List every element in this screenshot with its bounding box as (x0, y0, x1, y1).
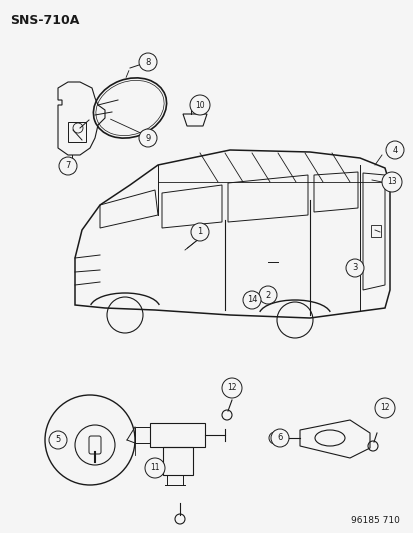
Circle shape (385, 141, 403, 159)
Text: 8: 8 (145, 58, 150, 67)
Circle shape (345, 259, 363, 277)
Circle shape (139, 129, 157, 147)
Circle shape (49, 431, 67, 449)
Circle shape (221, 378, 242, 398)
Circle shape (190, 95, 209, 115)
Text: 96185 710: 96185 710 (350, 516, 399, 525)
Text: 12: 12 (227, 384, 236, 392)
Circle shape (381, 172, 401, 192)
Text: 6: 6 (277, 433, 282, 442)
Circle shape (374, 398, 394, 418)
Circle shape (190, 223, 209, 241)
Text: 2: 2 (265, 290, 270, 300)
Bar (150, 423, 204, 447)
Text: 12: 12 (379, 403, 389, 413)
Circle shape (271, 429, 288, 447)
Text: 1: 1 (197, 228, 202, 237)
Text: 7: 7 (65, 161, 71, 171)
Circle shape (59, 157, 77, 175)
Text: 5: 5 (55, 435, 60, 445)
Circle shape (139, 53, 157, 71)
Circle shape (145, 458, 165, 478)
Bar (370, 225, 380, 237)
Bar (163, 447, 192, 475)
Text: SNS-710A: SNS-710A (10, 14, 79, 27)
Text: 3: 3 (351, 263, 357, 272)
Text: 14: 14 (246, 295, 256, 304)
Text: 11: 11 (150, 464, 159, 472)
Circle shape (242, 291, 260, 309)
Circle shape (259, 286, 276, 304)
Text: 9: 9 (145, 133, 150, 142)
Text: 13: 13 (386, 177, 396, 187)
Bar (68, 122, 86, 142)
Bar (135, 427, 150, 443)
Text: 10: 10 (195, 101, 204, 109)
Text: 4: 4 (392, 146, 396, 155)
